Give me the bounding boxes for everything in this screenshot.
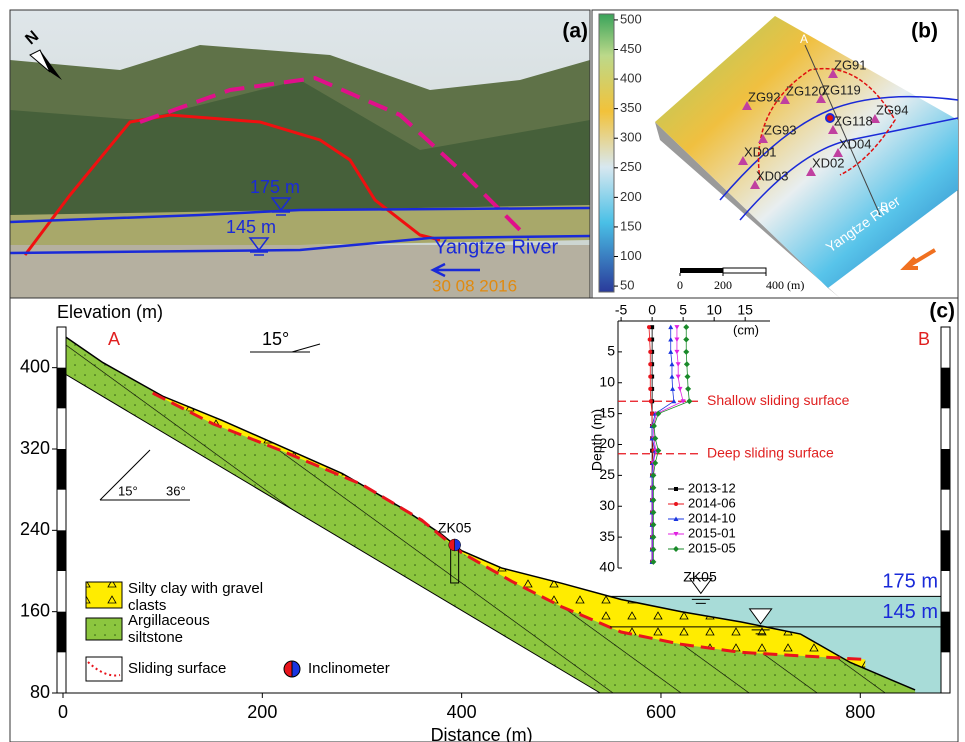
x-unit: (cm) xyxy=(733,322,759,337)
dip-label: 36° xyxy=(166,483,186,498)
point xyxy=(647,325,651,329)
point xyxy=(648,350,652,354)
colorbar-label: 250 xyxy=(620,159,642,174)
legend-text: Inclinometer xyxy=(308,660,390,677)
colorbar-label: 450 xyxy=(620,41,642,56)
y-axis-title: Depth (m) xyxy=(589,409,605,471)
colorbar-label: 500 xyxy=(620,11,642,26)
colorbar-label: 350 xyxy=(620,100,642,115)
point-label: ZG94 xyxy=(876,102,909,117)
y-tick-label: 320 xyxy=(20,438,50,458)
scale-segment xyxy=(57,530,66,571)
scale-segment xyxy=(941,449,950,490)
panel-label: (c) xyxy=(929,300,955,323)
legend-text: Argillaceous siltstone xyxy=(128,612,238,646)
x-tick-label: -5 xyxy=(615,302,628,318)
panel-label: (a) xyxy=(562,20,588,43)
x-tick-label: 200 xyxy=(247,702,277,722)
colorbar xyxy=(599,14,614,292)
point-label: XD03 xyxy=(756,168,789,183)
legend-swatch xyxy=(86,657,122,681)
colorbar-label: 100 xyxy=(620,248,642,263)
point xyxy=(648,338,652,342)
scale-segment xyxy=(941,368,950,409)
scale-segment xyxy=(57,612,66,653)
y-tick-label: 40 xyxy=(599,559,615,575)
legend-text: Silty clay with gravel clasts xyxy=(128,580,278,614)
x-tick-label: 0 xyxy=(648,302,656,318)
colorbar-label: 400 xyxy=(620,71,642,86)
y-axis-title: Elevation (m) xyxy=(57,302,163,322)
point xyxy=(648,375,652,379)
dip-label: 15° xyxy=(118,483,138,498)
legend-swatch xyxy=(86,618,122,640)
legend-label: 2015-01 xyxy=(688,525,736,540)
colorbar-label: 200 xyxy=(620,189,642,204)
point xyxy=(648,362,652,366)
annotation: Deep sliding surface xyxy=(707,444,834,460)
legend-label: 2015-05 xyxy=(688,540,736,555)
point xyxy=(648,387,652,391)
level-label: 175 m xyxy=(250,177,300,197)
legend-text: Sliding surface xyxy=(128,660,226,677)
borehole-label: ZK05 xyxy=(683,569,717,585)
scale-segment xyxy=(57,368,66,409)
point-label: XD01 xyxy=(744,144,777,159)
borehole-label: ZK05 xyxy=(438,520,472,536)
water-level-label: 145 m xyxy=(882,601,938,623)
panel-label: (b) xyxy=(911,20,938,43)
y-tick-label: 5 xyxy=(607,343,615,359)
point-label: ZG93 xyxy=(764,122,797,137)
y-tick-label: 160 xyxy=(20,600,50,620)
section-end: A xyxy=(108,329,120,349)
x-tick-label: 10 xyxy=(706,302,722,318)
scale-segment xyxy=(941,530,950,571)
colorbar-label: 50 xyxy=(620,278,634,293)
scale-label: 0 xyxy=(677,278,683,292)
colorbar-label: 150 xyxy=(620,218,642,233)
y-tick-label: 80 xyxy=(30,682,50,702)
point-label: ZG91 xyxy=(834,57,867,72)
section-end: B xyxy=(918,329,930,349)
x-axis-title: Distance (m) xyxy=(431,725,533,742)
y-tick-label: 240 xyxy=(20,519,50,539)
point xyxy=(649,399,653,403)
x-tick-label: 0 xyxy=(58,702,68,722)
date: 30 08 2016 xyxy=(432,276,517,295)
slope-angle: 15° xyxy=(262,329,289,349)
legend-swatch xyxy=(86,582,122,608)
point-label: ZG118 xyxy=(834,113,873,128)
y-tick-label: 35 xyxy=(599,528,615,544)
point-label: XD02 xyxy=(812,155,845,170)
annotation: Shallow sliding surface xyxy=(707,392,850,408)
point-label: XD04 xyxy=(839,136,872,151)
section-end: A xyxy=(800,32,808,46)
scale-segment xyxy=(57,449,66,490)
level-label: 145 m xyxy=(226,217,276,237)
legend-label: 2014-10 xyxy=(688,510,736,525)
y-tick-label: 400 xyxy=(20,356,50,376)
y-tick-label: 10 xyxy=(599,373,615,389)
y-tick-label: 30 xyxy=(599,497,615,513)
river-label: Yangtze River xyxy=(434,236,558,258)
legend-marker xyxy=(674,502,678,506)
colorbar-label: 300 xyxy=(620,130,642,145)
legend-label: 2014-06 xyxy=(688,495,736,510)
x-tick-label: 600 xyxy=(646,702,676,722)
legend-label: 2013-12 xyxy=(688,480,736,495)
legend-marker xyxy=(674,487,678,491)
figure: N (a) 175 m 145 m Yangtze River 30 08 20… xyxy=(0,0,965,742)
scale-label: 200 xyxy=(714,278,732,292)
x-tick-label: 5 xyxy=(679,302,687,318)
water-level-label: 175 m xyxy=(882,571,938,593)
x-tick-label: 15 xyxy=(737,302,753,318)
scale-label: 400 (m) xyxy=(766,278,804,292)
point-label: ZG119 xyxy=(822,82,861,97)
point-label: ZG92 xyxy=(748,89,781,104)
x-tick-label: 400 xyxy=(447,702,477,722)
x-tick-label: 800 xyxy=(845,702,875,722)
scale-segment xyxy=(941,612,950,653)
